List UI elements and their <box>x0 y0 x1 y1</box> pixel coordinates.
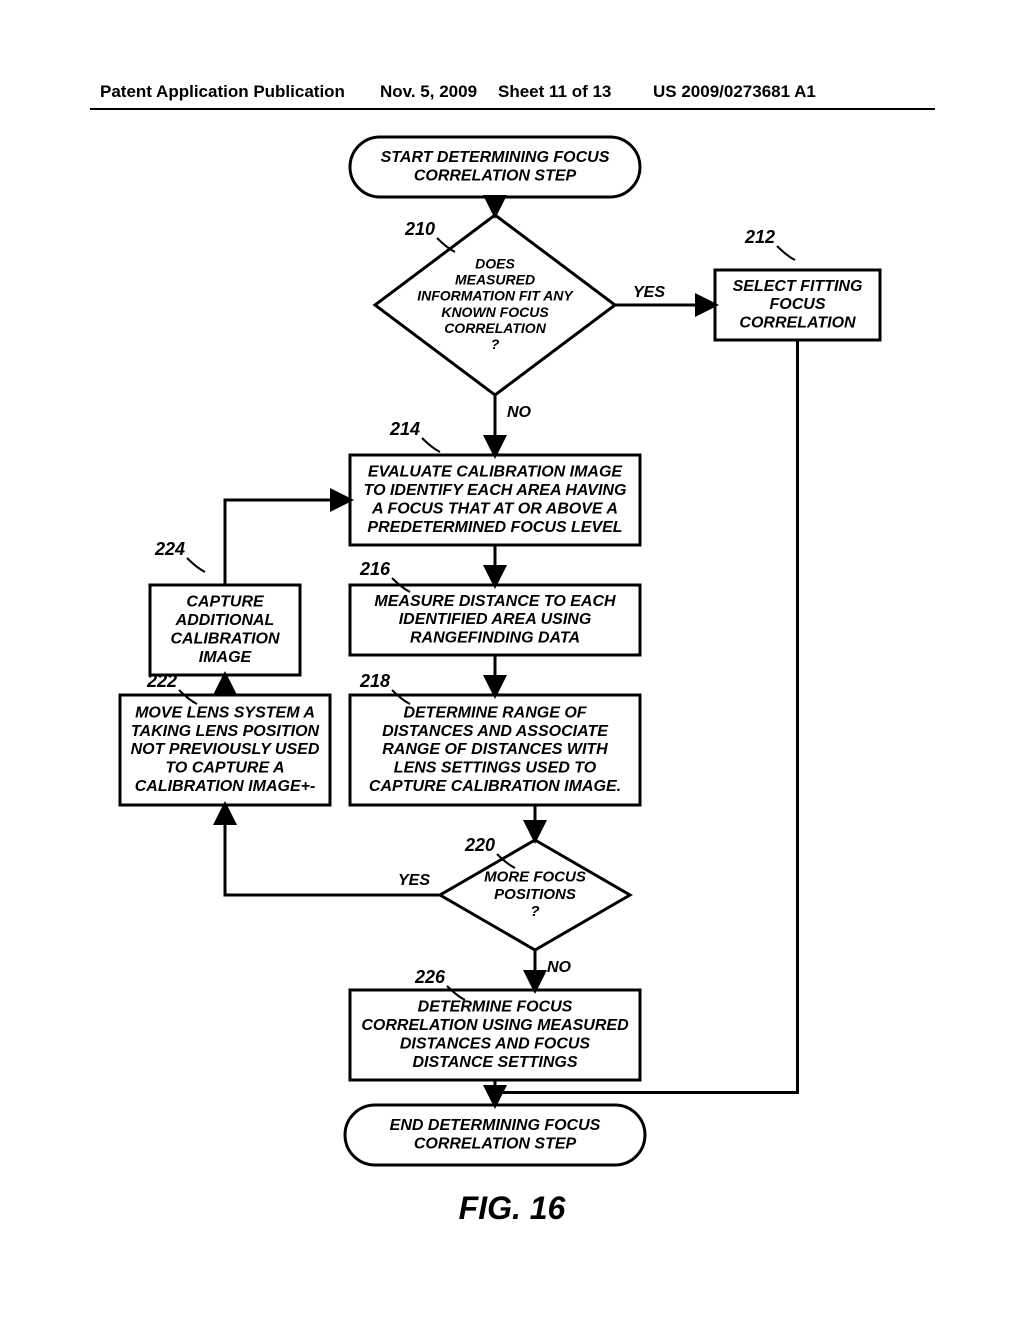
svg-text:DOES: DOES <box>475 255 515 271</box>
svg-text:CORRELATION STEP: CORRELATION STEP <box>414 167 577 184</box>
svg-text:220: 220 <box>464 835 495 855</box>
svg-text:TAKING LENS POSITION: TAKING LENS POSITION <box>131 723 320 740</box>
svg-text:RANGEFINDING DATA: RANGEFINDING DATA <box>410 630 580 647</box>
svg-text:DISTANCES AND ASSOCIATE: DISTANCES AND ASSOCIATE <box>382 723 609 740</box>
svg-text:CALIBRATION: CALIBRATION <box>170 630 279 647</box>
svg-text:MORE FOCUS: MORE FOCUS <box>484 869 586 886</box>
svg-text:CAPTURE: CAPTURE <box>186 594 265 611</box>
svg-text:FOCUS: FOCUS <box>770 296 826 313</box>
svg-text:CORRELATION USING MEASURED: CORRELATION USING MEASURED <box>361 1017 629 1034</box>
svg-text:CAPTURE CALIBRATION IMAGE.: CAPTURE CALIBRATION IMAGE. <box>369 778 621 795</box>
svg-text:DISTANCE SETTINGS: DISTANCE SETTINGS <box>412 1054 577 1071</box>
svg-text:NO: NO <box>507 404 532 421</box>
svg-text:SELECT FITTING: SELECT FITTING <box>733 278 863 295</box>
svg-text:CORRELATION STEP: CORRELATION STEP <box>414 1135 577 1152</box>
svg-text:NOT PREVIOUSLY USED: NOT PREVIOUSLY USED <box>131 741 320 758</box>
svg-text:MEASURE DISTANCE TO EACH: MEASURE DISTANCE TO EACH <box>374 593 616 610</box>
svg-text:224: 224 <box>154 539 185 559</box>
svg-text:PREDETERMINED FOCUS LEVEL: PREDETERMINED FOCUS LEVEL <box>367 519 622 536</box>
svg-text:?: ? <box>491 336 500 352</box>
svg-text:INFORMATION FIT ANY: INFORMATION FIT ANY <box>417 288 574 304</box>
svg-text:216: 216 <box>359 559 391 579</box>
svg-text:CORRELATION: CORRELATION <box>444 320 547 336</box>
svg-text:END DETERMINING FOCUS: END DETERMINING FOCUS <box>390 1117 601 1134</box>
svg-text:YES: YES <box>633 284 665 301</box>
svg-text:POSITIONS: POSITIONS <box>494 886 576 903</box>
header-pubnum: US 2009/0273681 A1 <box>653 82 816 102</box>
svg-text:214: 214 <box>389 419 420 439</box>
flowchart: YESNONOYESSTART DETERMINING FOCUSCORRELA… <box>95 135 925 1190</box>
svg-text:MOVE LENS SYSTEM A: MOVE LENS SYSTEM A <box>135 704 315 721</box>
svg-text:LENS SETTINGS USED TO: LENS SETTINGS USED TO <box>394 760 597 777</box>
svg-text:START DETERMINING FOCUS: START DETERMINING FOCUS <box>381 149 610 166</box>
svg-text:MEASURED: MEASURED <box>455 272 535 288</box>
svg-text:212: 212 <box>744 227 775 247</box>
svg-text:DETERMINE FOCUS: DETERMINE FOCUS <box>418 999 573 1016</box>
svg-text:218: 218 <box>359 671 390 691</box>
svg-text:DISTANCES AND FOCUS: DISTANCES AND FOCUS <box>400 1035 591 1052</box>
svg-text:IMAGE: IMAGE <box>199 649 253 666</box>
svg-text:226: 226 <box>414 967 446 987</box>
header-date: Nov. 5, 2009 <box>380 82 477 102</box>
svg-text:TO CAPTURE A: TO CAPTURE A <box>165 760 284 777</box>
svg-text:DETERMINE RANGE OF: DETERMINE RANGE OF <box>403 704 587 721</box>
svg-text:222: 222 <box>146 671 177 691</box>
svg-text:?: ? <box>530 903 539 920</box>
svg-text:CORRELATION: CORRELATION <box>739 315 856 332</box>
header-publication: Patent Application Publication <box>100 82 345 102</box>
svg-text:210: 210 <box>404 219 435 239</box>
svg-text:TO IDENTIFY EACH AREA HAVING: TO IDENTIFY EACH AREA HAVING <box>364 482 627 499</box>
svg-text:ADDITIONAL: ADDITIONAL <box>175 612 275 629</box>
header-sheet: Sheet 11 of 13 <box>498 82 611 102</box>
svg-text:RANGE OF DISTANCES WITH: RANGE OF DISTANCES WITH <box>382 741 608 758</box>
svg-text:YES: YES <box>398 872 430 889</box>
header-rule <box>90 108 935 110</box>
figure-caption: FIG. 16 <box>0 1190 1024 1227</box>
svg-text:NO: NO <box>547 959 572 976</box>
svg-text:CALIBRATION IMAGE+-: CALIBRATION IMAGE+- <box>135 778 316 795</box>
svg-text:A FOCUS THAT AT OR ABOVE A: A FOCUS THAT AT OR ABOVE A <box>371 500 618 517</box>
svg-text:KNOWN FOCUS: KNOWN FOCUS <box>441 304 549 320</box>
svg-text:IDENTIFIED AREA USING: IDENTIFIED AREA USING <box>399 611 592 628</box>
svg-text:EVALUATE CALIBRATION IMAGE: EVALUATE CALIBRATION IMAGE <box>368 464 624 481</box>
